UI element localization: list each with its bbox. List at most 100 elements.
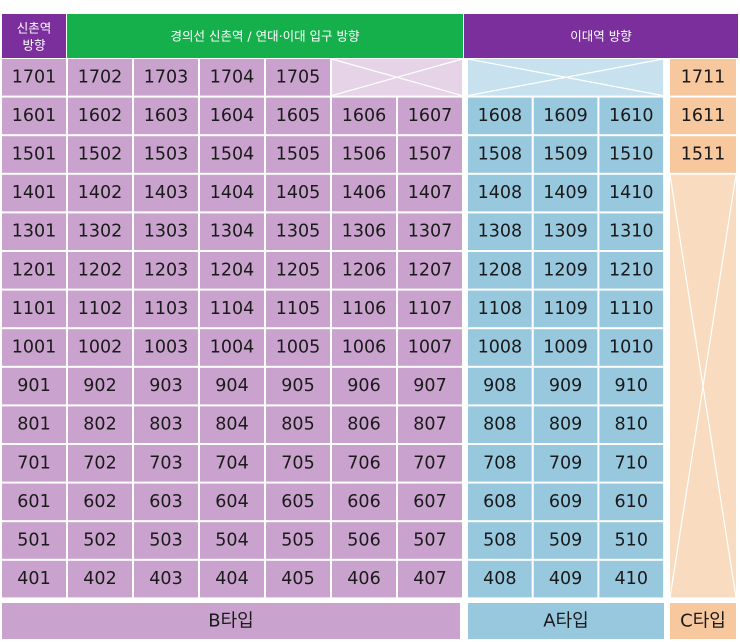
- unit-label: 407: [413, 569, 446, 589]
- unit-label: 707: [413, 453, 446, 473]
- unit-cell-a: [599, 213, 664, 250]
- unit-cell-a: [599, 560, 664, 598]
- unit-label: 1208: [478, 260, 523, 280]
- unit-cell-a: [599, 522, 664, 559]
- unit-label: 1206: [342, 260, 387, 280]
- unit-label: 906: [347, 376, 380, 396]
- unit-cell-a: [533, 252, 598, 289]
- unit-cell-b: [200, 560, 264, 598]
- unit-cell-a: [599, 406, 664, 443]
- unit-label: 1308: [478, 222, 523, 242]
- unit-label: 1702: [78, 67, 123, 87]
- header-a-group: [464, 14, 738, 58]
- unit-label: 1102: [78, 299, 123, 319]
- unit-label: 1305: [276, 222, 321, 242]
- unit-label: 709: [549, 453, 582, 473]
- unit-label: 1402: [78, 183, 123, 203]
- unit-cell-b: [200, 522, 264, 559]
- unit-cell-b: [2, 483, 66, 521]
- unit-label: 708: [483, 453, 516, 473]
- header-b-group: [67, 14, 463, 58]
- unit-cell-a: [533, 290, 598, 328]
- unit-label: 1502: [78, 145, 123, 165]
- unit-cell-a: [533, 445, 598, 482]
- unit-label: 801: [17, 415, 50, 435]
- unit-cell-b: [2, 367, 66, 405]
- unit-cell-b: [68, 560, 132, 598]
- unit-label: 1106: [342, 299, 387, 319]
- unit-cell-b: [134, 406, 198, 443]
- unit-label: 410: [615, 569, 648, 589]
- unit-cell-a: [599, 329, 664, 366]
- unit-label: 1110: [609, 299, 654, 319]
- unit-label: 403: [149, 569, 182, 589]
- unit-label: 1005: [276, 338, 321, 358]
- unit-label: 1001: [12, 338, 57, 358]
- unit-label: 1210: [609, 260, 654, 280]
- unit-cell-b: [134, 97, 198, 135]
- unit-label: 904: [215, 376, 248, 396]
- unit-cell-b: [332, 174, 396, 212]
- unit-cell-b: [266, 136, 330, 173]
- unit-label: 1603: [144, 106, 189, 126]
- unit-label: 804: [215, 415, 248, 435]
- unit-label: 1006: [342, 338, 387, 358]
- header-row: 신촌역 방향 경의선 신촌역 / 연대·이대 입구 방향 이대역 방향: [2, 14, 738, 58]
- unit-cell-b: [266, 59, 330, 96]
- unit-label: 608: [483, 492, 516, 512]
- unit-cell-a: [468, 406, 532, 443]
- unit-label: 902: [83, 376, 116, 396]
- unit-label: 1003: [144, 338, 189, 358]
- unit-cell-c: [670, 97, 736, 135]
- unit-label: 1004: [210, 338, 255, 358]
- unit-cell-a: [468, 445, 532, 482]
- unit-label: 901: [17, 376, 50, 396]
- unit-label: 704: [215, 453, 248, 473]
- unit-cell-b: [2, 290, 66, 328]
- unit-label: 1109: [543, 299, 588, 319]
- unit-label: 1701: [12, 67, 57, 87]
- unit-label: 602: [83, 492, 116, 512]
- unit-cell-b: [266, 252, 330, 289]
- unit-label: 1501: [12, 145, 57, 165]
- unit-label: 1008: [478, 338, 523, 358]
- unit-label: 1409: [543, 183, 588, 203]
- unit-label: 1404: [210, 183, 255, 203]
- unit-label: 1606: [342, 106, 387, 126]
- unit-cell-b: [266, 97, 330, 135]
- footer-c-type: [670, 603, 736, 639]
- unit-cell-b: [134, 483, 198, 521]
- unit-cell-a: [468, 136, 532, 173]
- footer-a-type: [468, 603, 664, 639]
- unit-label: 1406: [342, 183, 387, 203]
- unit-label: 607: [413, 492, 446, 512]
- header-b-group-label: 경의선 신촌역 / 연대·이대 입구 방향: [170, 29, 360, 44]
- unit-cell-a: [599, 367, 664, 405]
- footer-row: B타입 A타입 C타입: [2, 603, 736, 639]
- unit-cell-b: [134, 136, 198, 173]
- unit-cell-b: [68, 136, 132, 173]
- unit-cell-b: [134, 252, 198, 289]
- unit-label: 1704: [210, 67, 255, 87]
- unit-cell-b: [68, 290, 132, 328]
- unit-label: 802: [83, 415, 116, 435]
- unit-cell-b: [68, 522, 132, 559]
- unit-cell-b: [68, 406, 132, 443]
- unit-label: 905: [281, 376, 314, 396]
- unit-cell-b: [200, 213, 264, 250]
- unit-label: 809: [549, 415, 582, 435]
- unit-cell-b: [398, 174, 462, 212]
- unit-cell-b: [200, 59, 264, 96]
- unit-cell-b: [200, 367, 264, 405]
- unit-cell-b: [68, 213, 132, 250]
- header-corner-line1: 신촌역: [17, 21, 52, 36]
- unit-cell-b: [332, 329, 396, 366]
- unit-cell-a: [468, 367, 532, 405]
- header-corner: [2, 14, 66, 58]
- unit-label: 1209: [543, 260, 588, 280]
- unit-cell-b: [266, 445, 330, 482]
- unit-label: 1105: [276, 299, 321, 319]
- unit-cell-b: [68, 174, 132, 212]
- unit-label: 1510: [609, 145, 654, 165]
